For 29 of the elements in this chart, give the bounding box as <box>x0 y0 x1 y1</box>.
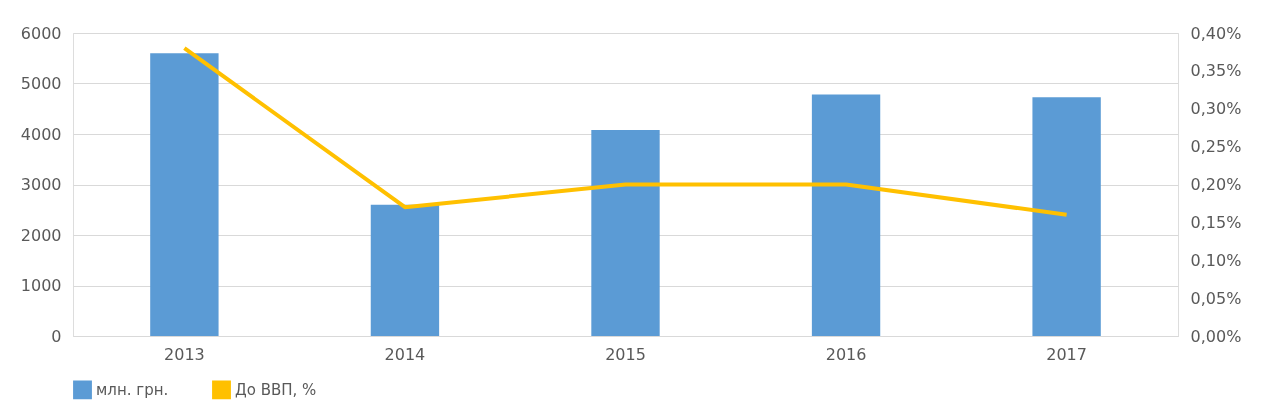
legend-label: млн. грн. <box>96 380 169 399</box>
bar <box>811 94 881 336</box>
y-tick-label: 3000 <box>20 175 62 194</box>
y2-tick-label: 0,25% <box>1190 137 1242 157</box>
x-tick-label: 2014 <box>384 344 426 364</box>
x-tick-label: 2017 <box>1046 344 1087 364</box>
y-tick-label: 2000 <box>20 225 62 245</box>
legend-label: До ВВП, % <box>235 380 317 399</box>
y2-tick-label: 0,15% <box>1190 212 1242 232</box>
line-series <box>182 46 1069 217</box>
bar <box>370 204 440 336</box>
y-tick-label: 6000 <box>20 23 62 43</box>
y-tick-label: 0 <box>51 326 62 346</box>
y-tick-label: 4000 <box>20 124 62 144</box>
x-tick-label: 2016 <box>825 344 867 364</box>
bar <box>591 129 660 336</box>
y2-tick-label: 0,00% <box>1190 326 1242 346</box>
bar <box>1032 97 1101 336</box>
x-tick-label: 2015 <box>605 344 646 364</box>
bar <box>150 53 219 336</box>
y2-tick-label: 0,30% <box>1190 99 1242 119</box>
y2-tick-label: 0,10% <box>1190 250 1242 270</box>
y2-tick-label: 0,40% <box>1190 23 1242 43</box>
y-tick-label: 1000 <box>20 276 62 295</box>
y2-tick-label: 0,05% <box>1190 288 1242 308</box>
y2-tick-label: 0,20% <box>1190 175 1242 194</box>
x-tick-label: 2013 <box>164 344 205 364</box>
y-tick-label: 5000 <box>20 74 62 93</box>
y2-tick-label: 0,35% <box>1190 61 1242 81</box>
